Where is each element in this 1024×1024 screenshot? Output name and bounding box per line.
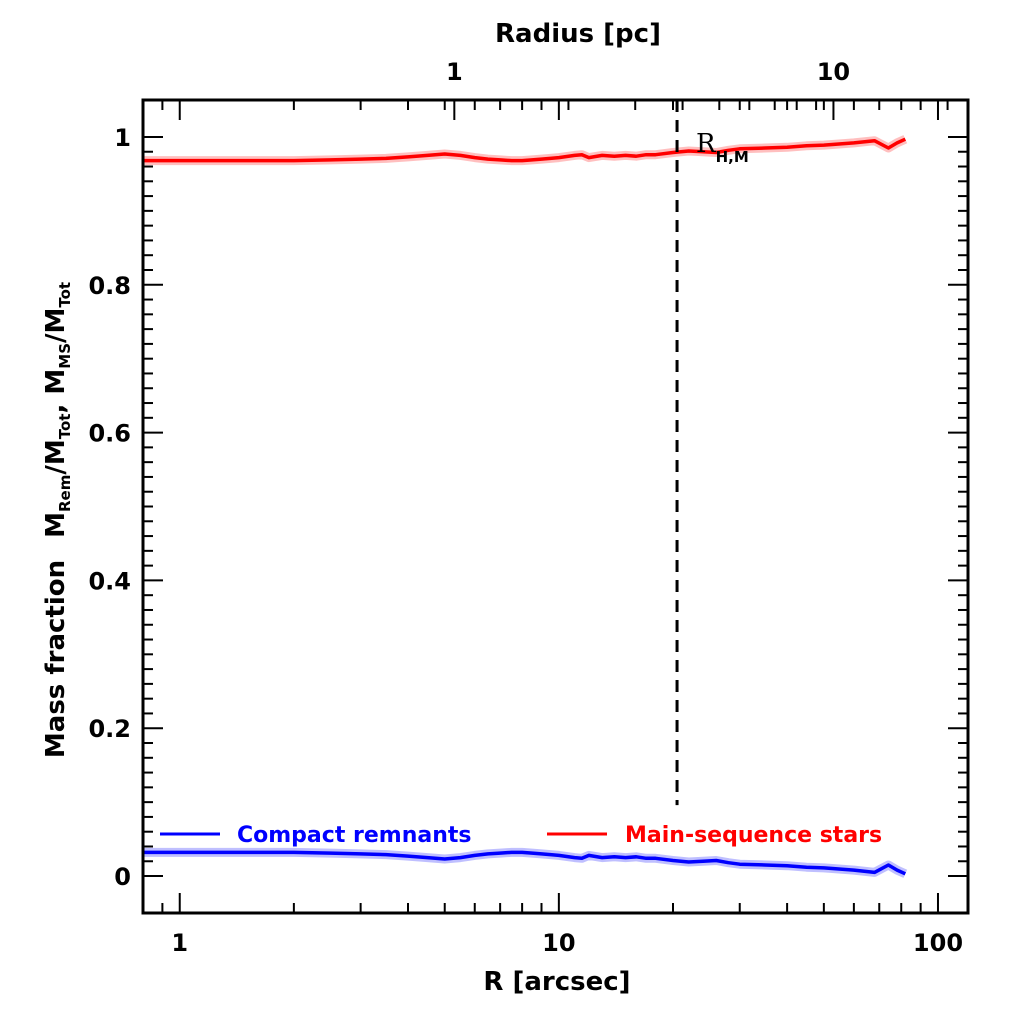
ticks-layer: [142, 100, 968, 913]
x-tick-label: 10: [542, 929, 575, 957]
y-label-ratio1-base: M: [41, 512, 71, 538]
y-label-ratio1-sep: /M: [41, 439, 71, 474]
annotation-label: RH,M: [696, 129, 749, 166]
y-tick-label: 0: [114, 863, 131, 891]
y-tick-label: 1: [114, 124, 131, 152]
y-label-comma: ,: [41, 395, 71, 414]
y-label-ratio2-sep: /M: [41, 308, 71, 343]
legend: Compact remnants Main-sequence stars: [160, 823, 882, 848]
plot-frame: [141, 98, 970, 915]
legend-label-main-sequence-stars: Main-sequence stars: [625, 823, 882, 848]
x-tick-label: 1: [171, 929, 188, 957]
y-tick-label: 0.8: [88, 272, 131, 300]
y-label-ratio2-base: M: [41, 369, 71, 395]
x2-tick-label: 1: [446, 58, 463, 86]
series-line-compact-remnants: [143, 850, 907, 876]
x2-tick-label: 10: [817, 58, 850, 86]
annotation-base: R: [696, 129, 717, 159]
y-axis-label: Mass fractionMRem/MTot, MMS/MTot: [41, 282, 74, 758]
y-tick-label: 0.2: [88, 715, 131, 743]
annotation-sub: H,M: [716, 148, 749, 166]
y-tick-label: 0.4: [88, 567, 131, 595]
y-label-ratio1-sub2: Tot: [56, 414, 74, 440]
y-label-ratio1-sub: Rem: [56, 475, 74, 512]
y-tick-label: 0.6: [88, 420, 131, 448]
half-mass-radius-annotation: RH,M: [696, 129, 749, 166]
y-label-ratio2-sub2: Tot: [56, 282, 74, 308]
top-axis-label: Radius [pc]: [495, 19, 661, 49]
x-tick-label: 100: [913, 929, 963, 957]
y-label-ratio2-sub: MS: [56, 343, 74, 369]
y-label-main: Mass fraction: [41, 560, 71, 758]
legend-label-compact-remnants: Compact remnants: [237, 823, 471, 848]
bottom-axis-label: R [arcsec]: [483, 967, 630, 997]
series-line-main-sequence-stars: [143, 137, 907, 163]
series-layer: [143, 135, 908, 878]
